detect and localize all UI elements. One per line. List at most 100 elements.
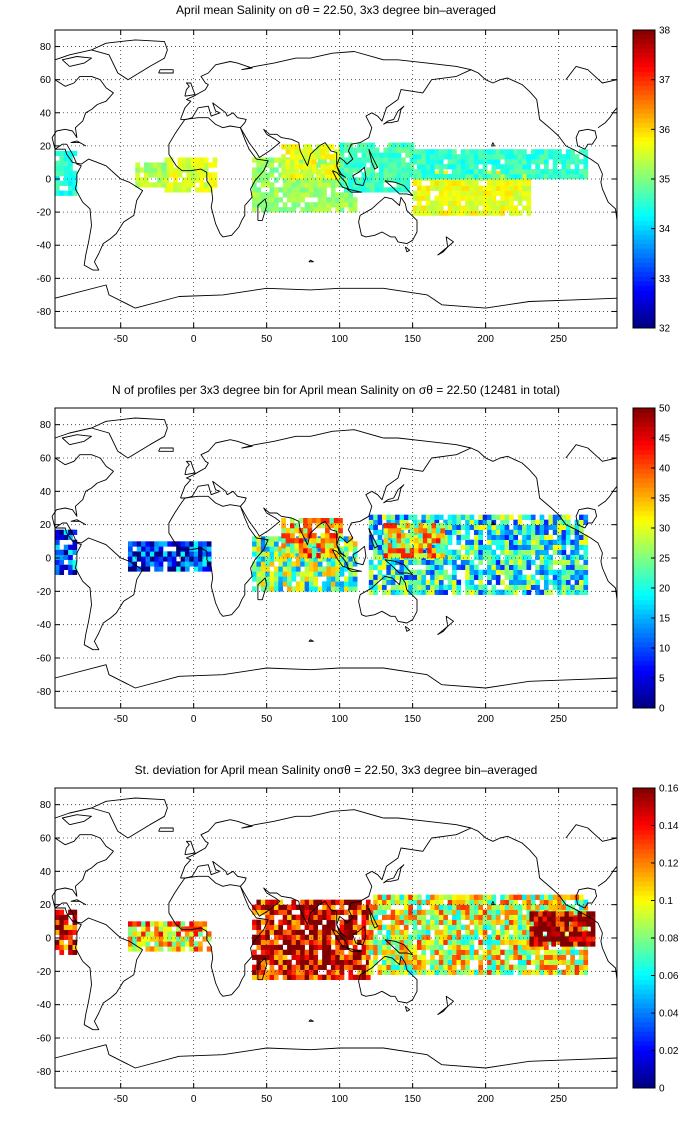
heatmap-cell (491, 929, 497, 935)
heatmap-cell (145, 541, 151, 547)
coastlines (51, 39, 618, 309)
heatmap-cell (127, 566, 133, 572)
heatmap-cell (565, 554, 571, 560)
heatmap-cell (504, 949, 510, 955)
heatmap-cell (374, 157, 380, 163)
x-tick-label: 50 (261, 1094, 273, 1105)
heatmap-cell (460, 210, 466, 216)
heatmap-cell (456, 514, 462, 520)
heatmap-cell (517, 924, 523, 930)
coastline (575, 507, 598, 529)
heatmap-cell (399, 589, 405, 595)
heatmap-cell (539, 944, 545, 950)
heatmap-cell (199, 182, 205, 188)
heatmap-cell (212, 172, 218, 178)
heatmap-cell (557, 524, 562, 530)
heatmap-cell (447, 534, 453, 540)
heatmap-cell (443, 170, 448, 176)
heatmap-cell (322, 556, 327, 562)
heatmap-cell (335, 909, 340, 915)
coastline (445, 236, 454, 248)
heatmap-cell (552, 164, 558, 170)
heatmap-cell (530, 574, 536, 580)
heatmap-cell (491, 584, 497, 590)
heatmap-cell (417, 159, 422, 165)
heatmap-cell (548, 579, 554, 585)
heatmap-cell (487, 554, 492, 560)
heatmap-cell (373, 514, 378, 520)
x-tick-label: 0 (191, 334, 197, 345)
heatmap-cell (269, 939, 275, 945)
heatmap-cell (361, 904, 367, 910)
heatmap-cell (295, 571, 301, 577)
heatmap-cell (317, 182, 323, 188)
heatmap-cell (282, 949, 288, 955)
heatmap-cell (361, 919, 367, 925)
heatmap-cell (447, 195, 453, 201)
heatmap-cell (313, 954, 319, 960)
heatmap-cell (500, 185, 505, 191)
heatmap-cell (269, 944, 275, 950)
heatmap-cell (260, 571, 266, 577)
heatmap-cell (447, 894, 453, 900)
heatmap-cell (452, 154, 457, 160)
heatmap-cell (55, 919, 60, 925)
heatmap-cell (325, 144, 330, 150)
heatmap-cell (195, 187, 200, 193)
colorbar-step (633, 989, 655, 995)
heatmap-cell (456, 954, 462, 960)
coastline (383, 864, 405, 884)
heatmap-cell (265, 202, 270, 208)
heatmap-cell (329, 538, 335, 544)
heatmap-cell (294, 543, 300, 549)
heatmap-cell (557, 529, 562, 535)
heatmap-cell (295, 177, 301, 183)
heatmap-cell (539, 589, 545, 595)
heatmap-cell (473, 909, 479, 915)
heatmap-cell (526, 154, 532, 160)
heatmap-cell (544, 529, 549, 535)
heatmap-cell (163, 921, 168, 927)
heatmap-cell (63, 929, 69, 935)
heatmap-cell (557, 939, 562, 945)
heatmap-cell (538, 926, 543, 932)
heatmap-cell (386, 959, 392, 965)
heatmap-cell (357, 939, 362, 945)
heatmap-cell (421, 954, 427, 960)
x-tick-label: 250 (550, 1094, 567, 1105)
heatmap-cell (430, 924, 435, 930)
heatmap-cell (447, 934, 453, 940)
heatmap-cell (63, 534, 69, 540)
heatmap-cell (535, 954, 540, 960)
heatmap-cell (513, 169, 519, 175)
heatmap-cell (307, 543, 313, 549)
heatmap-cell (408, 954, 413, 960)
heatmap-cell (317, 177, 323, 183)
heatmap-cell (417, 174, 422, 180)
colorbar-step (633, 637, 655, 643)
colorbar-step (633, 1013, 655, 1019)
heatmap-cell (434, 180, 440, 186)
heatmap-cell (184, 551, 190, 557)
heatmap-cell (522, 589, 527, 595)
heatmap-cell (469, 159, 475, 165)
colorbar-step (633, 230, 655, 236)
heatmap-cell (352, 197, 358, 203)
heatmap-cell (539, 514, 545, 520)
heatmap-cell (365, 969, 371, 975)
heatmap-cell (508, 899, 514, 905)
coastline (536, 857, 618, 980)
heatmap-cell (561, 579, 567, 585)
heatmap-cell (417, 939, 422, 945)
heatmap-cell (374, 172, 380, 178)
heatmap-cell (495, 539, 501, 545)
heatmap-cell (473, 210, 479, 216)
heatmap-cell (583, 544, 589, 550)
heatmap-cell (565, 174, 571, 180)
heatmap-cell (317, 207, 323, 213)
heatmap-cell (377, 924, 383, 930)
heatmap-cell (443, 190, 448, 196)
heatmap-cell (308, 929, 314, 935)
heatmap-cell (308, 182, 314, 188)
heatmap-cell (430, 164, 435, 170)
